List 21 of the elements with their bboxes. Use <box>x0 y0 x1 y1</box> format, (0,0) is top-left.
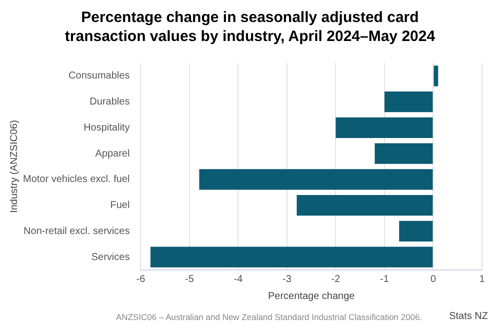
x-tick-label: -6 <box>136 274 146 285</box>
y-tick-label: Consumables <box>68 70 130 82</box>
x-tick-label: 0 <box>430 274 436 285</box>
text: ANZSIC06 – Australian and New Zealand Standard Industrial Classification 2006. <box>116 312 422 322</box>
y-tick-label: Motor vehicles excl. fuel <box>22 174 130 186</box>
x-tick-label: -3 <box>282 274 292 285</box>
x-axis-title: Percentage change <box>268 290 356 302</box>
y-tick-label: Apparel <box>95 148 130 160</box>
x-tick-label: -2 <box>331 274 341 285</box>
y-axis-title: Industry (ANZSIC06) <box>8 120 20 213</box>
y-tick-label: Fuel <box>110 200 130 212</box>
x-tick-label: -4 <box>234 274 244 285</box>
x-tick-label: -5 <box>185 274 194 285</box>
x-tick-label: 1 <box>479 274 486 285</box>
y-tick-label: Hospitality <box>84 122 130 134</box>
y-tick-label: Services <box>91 252 130 263</box>
y-tick-label: Non-retail excl. services <box>24 226 130 237</box>
y-tick-label: Durables <box>90 96 130 108</box>
chart-title: Percentage change in seasonally adjusted card transaction values by industry, April 2024–May 2024 <box>64 8 436 47</box>
x-tick-label: -1 <box>380 274 390 285</box>
text: Stats NZ <box>449 311 488 322</box>
